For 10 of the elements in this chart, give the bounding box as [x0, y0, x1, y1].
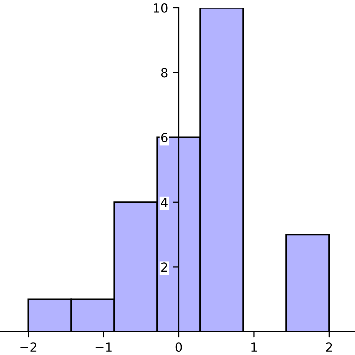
- y-tick-label: 6: [162, 133, 168, 143]
- y-tick-label: 2: [162, 262, 168, 272]
- y-tick-label: 10: [154, 3, 168, 13]
- x-tick-label: 0: [176, 342, 182, 352]
- y-tick-label: 4: [161, 198, 168, 208]
- x-tick-label: −2: [20, 342, 37, 352]
- x-tick-label: −1: [96, 342, 112, 352]
- x-tick-label: 2: [326, 342, 332, 352]
- x-tick-label: 1: [252, 342, 258, 352]
- y-tick-label: 8: [161, 68, 168, 78]
